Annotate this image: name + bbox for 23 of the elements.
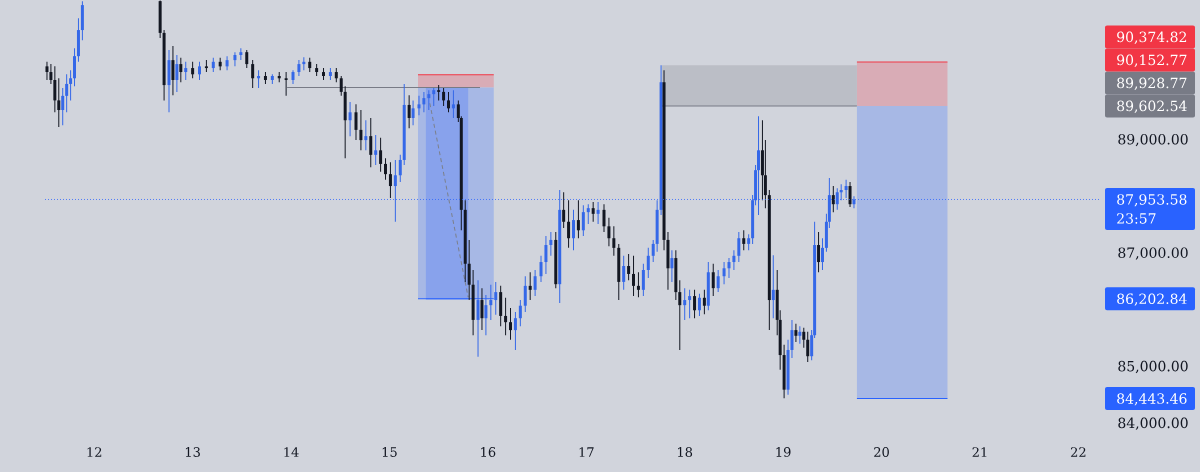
y-tick-label: 84,000.00 [1118, 417, 1188, 430]
y-tick-label: 85,000.00 [1118, 360, 1188, 374]
x-tick-label: 16 [481, 447, 496, 457]
x-tick-label: 18 [678, 447, 693, 457]
x-tick-label: 21 [972, 447, 987, 457]
x-tick-label: 22 [1070, 447, 1086, 457]
x-tick-label: 12 [87, 447, 102, 457]
x-tick-label: 17 [579, 447, 594, 457]
ref-line-label: 87,953.58 [1117, 194, 1187, 207]
text: 90,152.77 [1117, 54, 1187, 67]
y-tick-label: 87,000.00 [1118, 247, 1188, 260]
text: 86,202.84 [1117, 293, 1187, 306]
text: 89,928.77 [1117, 77, 1187, 90]
x-tick-label: 13 [185, 447, 200, 457]
text: 89,602.54 [1117, 100, 1187, 113]
x-tick-label: 20 [874, 447, 889, 457]
x-tick-label: 15 [382, 447, 397, 457]
text: 90,374.82 [1117, 31, 1187, 44]
y-tick-label: 89,000.00 [1118, 133, 1188, 147]
x-tick-label: 14 [284, 447, 299, 457]
text: 23:57 [1117, 213, 1156, 224]
x-tick-label: 19 [776, 447, 791, 457]
text: 84,443.46 [1117, 393, 1187, 406]
